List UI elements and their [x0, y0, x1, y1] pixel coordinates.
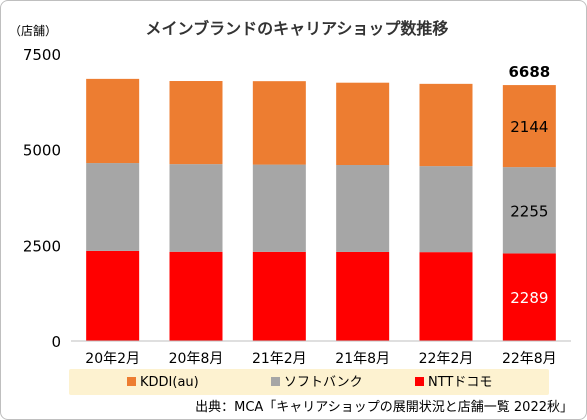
y-tick-label: 7500 [23, 46, 61, 64]
bar-segment-docomo-4 [419, 252, 473, 341]
bar-segment-softbank-3 [336, 165, 390, 252]
data-label-segment: 2144 [510, 118, 548, 136]
legend-swatch [127, 377, 136, 386]
bar-segment-softbank-0 [86, 163, 140, 251]
bar-segment-softbank-2 [252, 164, 306, 252]
bar-segment-softbank-4 [419, 166, 473, 253]
y-tick-label: 0 [51, 333, 61, 351]
data-label-total: 6688 [508, 63, 550, 81]
legend-label: NTTドコモ [428, 375, 492, 390]
data-label-segment: 2289 [510, 289, 548, 307]
x-tick-label: 20年8月 [169, 351, 224, 367]
legend-background [69, 369, 549, 395]
y-axis-unit-label: （店舗） [9, 24, 57, 38]
bar-segment-kddi-2 [252, 81, 306, 165]
x-tick-label: 22年2月 [419, 351, 474, 367]
legend-swatch [415, 377, 424, 386]
bar-segment-kddi-3 [336, 82, 390, 166]
x-tick-label: 20年2月 [85, 351, 140, 367]
legend-swatch [271, 377, 280, 386]
y-tick-label: 5000 [23, 142, 61, 160]
bar-segment-docomo-5 [502, 253, 556, 341]
bar-segment-docomo-0 [86, 250, 140, 341]
bar-segment-kddi-4 [419, 83, 473, 167]
legend: KDDI(au) ソフトバンク NTTドコモ [127, 375, 492, 390]
x-tick-label: 21年2月 [252, 351, 307, 367]
data-label-segment: 2255 [510, 202, 548, 220]
chart-title: メインブランドのキャリアショップ数推移 [146, 19, 449, 38]
x-tick-label: 21年8月 [335, 351, 390, 367]
y-axis-ticks: 0 2500 5000 7500 [23, 46, 61, 351]
x-axis-ticks: 20年2月 20年8月 21年2月 21年8月 22年2月 22年8月 [85, 351, 556, 367]
bar-segment-kddi-1 [169, 81, 223, 165]
bar-series-group [86, 78, 556, 341]
bar-segment-softbank-5 [502, 167, 556, 254]
y-tick-label: 2500 [23, 237, 61, 255]
legend-label: KDDI(au) [140, 375, 199, 390]
legend-label: ソフトバンク [284, 375, 363, 390]
bar-segment-docomo-1 [169, 251, 223, 341]
bar-segment-kddi-0 [86, 78, 140, 164]
bar-segment-kddi-5 [502, 85, 556, 168]
x-tick-label: 22年8月 [502, 351, 557, 367]
bar-segment-softbank-1 [169, 164, 223, 252]
bar-segment-docomo-2 [252, 251, 306, 341]
source-note: 出典：MCA「キャリアショップの展開状況と店舗一覧 2022秋」 [195, 399, 573, 415]
data-labels: 2289 2255 2144 6688 [508, 63, 550, 307]
bar-segment-docomo-3 [336, 251, 390, 341]
